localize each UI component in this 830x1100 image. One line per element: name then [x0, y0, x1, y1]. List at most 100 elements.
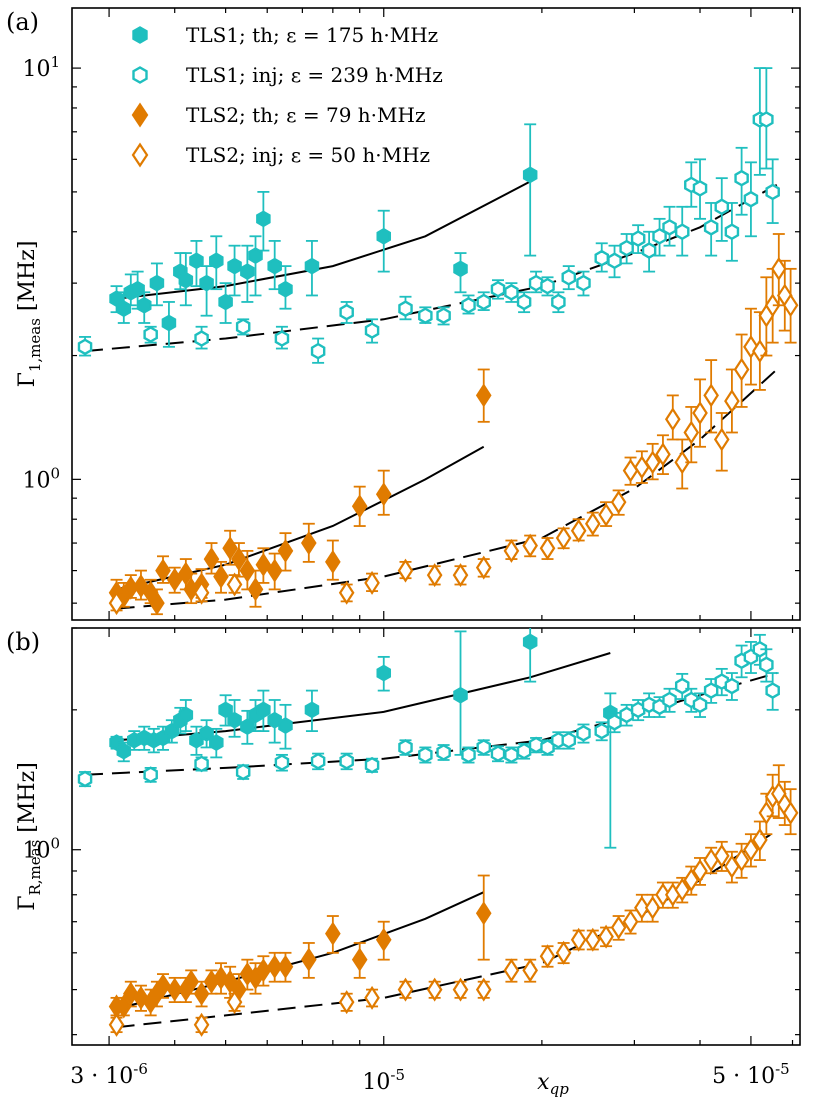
- data-point-hexagon: [189, 252, 204, 270]
- data-point-diamond: [226, 990, 243, 1015]
- data-point-hexagon: [561, 268, 577, 286]
- data-point-hexagon: [476, 293, 491, 311]
- data-point-diamond: [475, 977, 492, 1002]
- data-point-hexagon: [339, 303, 354, 321]
- data-point-diamond: [203, 547, 220, 572]
- data-point-diamond: [713, 427, 730, 452]
- data-point-hexagon: [724, 223, 740, 241]
- data-point-diamond: [277, 538, 294, 563]
- data-point-hexagon: [476, 739, 491, 756]
- data-point-hexagon: [743, 190, 759, 208]
- data-point-diamond: [703, 383, 719, 408]
- fit-line-solid: [116, 180, 531, 300]
- x-tick-label: 5 · 10-5: [712, 1060, 790, 1089]
- data-point-hexagon: [77, 770, 93, 788]
- data-point-diamond: [325, 549, 341, 574]
- data-point-hexagon: [376, 664, 392, 682]
- fit-line-solid: [116, 652, 611, 742]
- data-point-hexagon: [418, 746, 433, 764]
- data-point-diamond: [325, 921, 341, 946]
- data-point-hexagon: [522, 166, 538, 184]
- data-point-hexagon: [227, 257, 242, 275]
- data-point-diamond: [475, 383, 492, 408]
- data-point-hexagon: [436, 307, 451, 325]
- data-point-hexagon: [136, 296, 152, 314]
- series-TLS2_inj: [108, 233, 799, 616]
- data-point-hexagon: [490, 745, 506, 762]
- data-point-hexagon: [149, 274, 165, 292]
- y-axis-label-symbol: Γ: [15, 896, 40, 911]
- data-point-diamond: [166, 567, 183, 592]
- data-point-hexagon: [240, 718, 255, 736]
- data-point-hexagon: [703, 218, 719, 236]
- data-point-hexagon: [256, 701, 271, 719]
- data-point-hexagon: [594, 249, 609, 267]
- y-axis-label-subscript: R,meas: [26, 840, 44, 896]
- data-point-diamond: [644, 450, 661, 475]
- data-point-hexagon: [641, 242, 657, 259]
- data-point-diamond: [733, 848, 750, 873]
- data-point-diamond: [426, 977, 443, 1002]
- data-point-diamond: [522, 958, 538, 983]
- x-tick-label: 10-5: [362, 1066, 405, 1095]
- y-tick-label-exp: 1: [50, 53, 60, 71]
- data-point-diamond: [266, 954, 283, 979]
- data-point-diamond: [397, 977, 414, 1002]
- data-point-diamond: [266, 558, 283, 583]
- y-tick-label-base: 10: [22, 468, 50, 493]
- data-point-diamond: [255, 552, 272, 577]
- y-axis-label-symbol: Γ: [15, 372, 40, 387]
- data-point-hexagon: [765, 682, 780, 699]
- data-point-diamond: [555, 526, 572, 551]
- data-point-diamond: [193, 981, 210, 1006]
- data-point-diamond: [277, 954, 294, 979]
- data-point-diamond: [426, 563, 443, 588]
- data-point-diamond: [149, 591, 165, 616]
- data-point-hexagon: [607, 252, 622, 270]
- data-point-hexagon: [364, 756, 380, 774]
- data-point-diamond: [743, 334, 759, 359]
- data-point-hexagon: [278, 717, 293, 734]
- data-point-hexagon: [274, 754, 290, 771]
- legend-label: TLS1; inj; ε = 239 h·MHz: [186, 63, 443, 87]
- data-point-diamond: [752, 827, 768, 852]
- data-point-hexagon: [674, 677, 690, 695]
- data-point-hexagon: [256, 210, 271, 228]
- data-point-hexagon: [522, 633, 538, 651]
- x-tick-label-base: 5 · 10: [712, 1064, 775, 1089]
- fit-line-dashed: [116, 829, 778, 1029]
- data-point-hexagon: [759, 656, 774, 674]
- data-point-hexagon: [461, 746, 476, 764]
- data-point-hexagon: [130, 280, 145, 298]
- data-point-diamond: [193, 1012, 210, 1037]
- data-point-hexagon: [178, 706, 194, 724]
- data-point-hexagon: [339, 752, 354, 770]
- data-point-hexagon: [143, 326, 158, 343]
- legend-label: TLS1; th; ε = 175 h·MHz: [186, 23, 438, 47]
- data-point-diamond: [752, 339, 768, 364]
- data-point-hexagon: [619, 239, 634, 257]
- data-point-hexagon: [752, 640, 768, 658]
- data-point-diamond: [452, 563, 469, 588]
- data-point-hexagon: [178, 271, 194, 289]
- y-tick-label: 100: [22, 464, 60, 493]
- axes-frame: [71, 627, 801, 1046]
- legend: TLS1; th; ε = 175 h·MHz TLS1; inj; ε = 23…: [131, 23, 443, 168]
- data-point-diamond: [364, 570, 380, 595]
- data-point-hexagon: [490, 280, 506, 298]
- data-point-diamond: [166, 977, 183, 1002]
- data-point-hexagon: [161, 314, 177, 332]
- data-point-diamond: [375, 927, 392, 952]
- legend-marker-diamond: [131, 142, 149, 168]
- data-point-hexagon: [662, 691, 677, 709]
- data-point-diamond: [770, 256, 787, 281]
- y-tick-label-exp: 0: [50, 835, 60, 853]
- y-tick-label: 101: [22, 53, 60, 82]
- data-point-diamond: [758, 800, 775, 825]
- data-point-hexagon: [116, 300, 132, 318]
- data-point-hexagon: [278, 280, 293, 298]
- data-point-hexagon: [267, 257, 282, 275]
- plot-area: [77, 67, 799, 616]
